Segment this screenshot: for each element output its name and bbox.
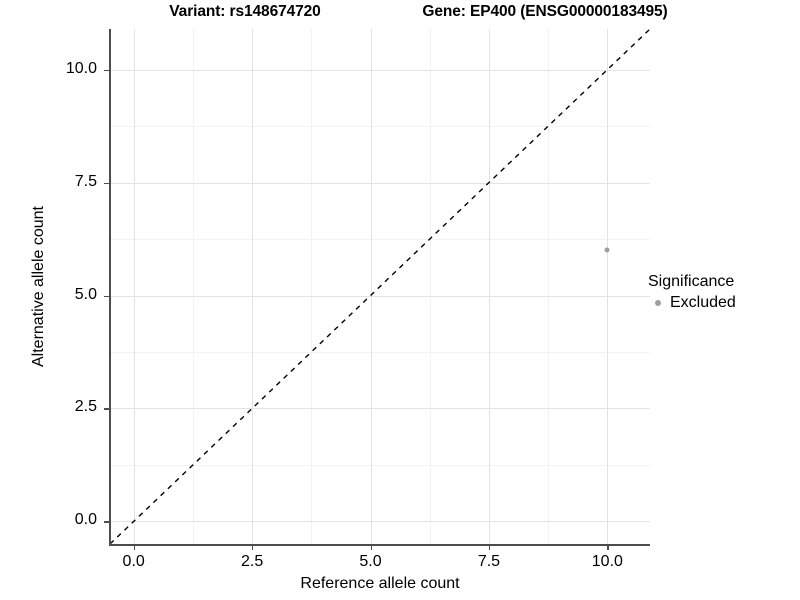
x-axis-tick-label: 0.0	[122, 553, 145, 570]
gridline-minor-vertical	[192, 29, 194, 544]
y-axis-line	[109, 29, 111, 544]
y-axis-tick	[104, 408, 109, 410]
gridline-major-horizontal	[110, 521, 650, 523]
gridline-major-horizontal	[110, 295, 650, 297]
y-axis-tick	[104, 182, 109, 184]
gridline-major-vertical	[488, 29, 490, 544]
gridline-major-vertical	[252, 29, 254, 544]
y-axis-tick-label: 2.5	[74, 398, 97, 416]
legend-item-label: Excluded	[670, 294, 736, 311]
y-axis-tick	[104, 521, 109, 523]
gridline-major-vertical	[133, 29, 135, 544]
x-axis-tick	[133, 545, 135, 550]
x-axis-tick-label: 2.5	[240, 553, 264, 570]
x-axis-tick-label: 10.0	[591, 553, 623, 570]
data-point[interactable]	[604, 247, 610, 253]
x-axis-title: Reference allele count	[300, 575, 460, 592]
plot-panel	[110, 29, 650, 544]
gridline-minor-horizontal	[110, 126, 650, 128]
x-axis-tick	[252, 545, 254, 550]
x-axis-line	[109, 544, 650, 546]
gridline-minor-vertical	[311, 29, 313, 544]
gridline-major-horizontal	[110, 182, 650, 184]
y-axis-tick-label: 0.0	[74, 511, 97, 529]
identity-reference-line	[110, 29, 650, 544]
x-axis-tick-label: 7.5	[477, 553, 501, 570]
gridline-major-vertical	[370, 29, 372, 544]
gridline-major-vertical	[607, 29, 609, 544]
x-axis-tick	[607, 545, 609, 550]
legend-dot	[655, 300, 661, 306]
legend: Significance Excluded	[648, 272, 798, 313]
gridline-major-horizontal	[110, 408, 650, 410]
y-axis-tick-label: 10.0	[65, 59, 97, 77]
y-axis-tick	[104, 295, 109, 297]
y-axis-tick-label: 5.0	[74, 285, 97, 303]
legend-title: Significance	[648, 273, 735, 290]
x-axis-tick	[488, 545, 491, 550]
legend-items: Excluded	[648, 293, 798, 313]
x-axis-tick-label: 5.0	[359, 553, 382, 570]
y-axis-tick-label: 7.5	[74, 172, 97, 190]
gridline-minor-horizontal	[110, 352, 650, 353]
gridline-minor-horizontal	[110, 464, 650, 466]
variant-title: Variant: rs148674720	[169, 3, 321, 20]
gridline-minor-vertical	[429, 29, 431, 544]
legend-point-icon	[648, 293, 668, 313]
gene-title: Gene: EP400 (ENSG00000183495)	[422, 3, 668, 20]
legend-item[interactable]: Excluded	[648, 293, 798, 313]
x-axis-tick	[370, 545, 372, 550]
chart-title-row: Variant: rs148674720 Gene: EP400 (ENSG00…	[0, 3, 800, 25]
gridline-minor-vertical	[548, 29, 550, 544]
y-axis-title: Alternative allele count	[30, 206, 47, 367]
gridline-minor-horizontal	[110, 239, 650, 241]
gridline-major-horizontal	[110, 69, 650, 71]
y-axis-tick	[104, 69, 109, 71]
